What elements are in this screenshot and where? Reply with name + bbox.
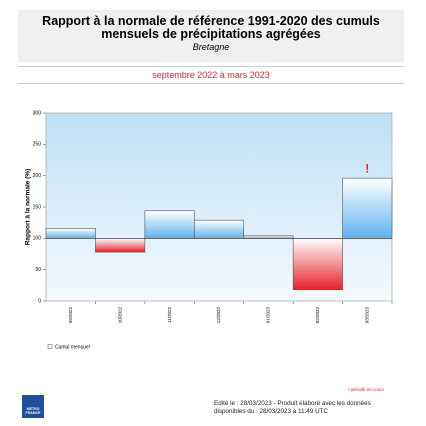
annotation: ! <box>365 161 369 175</box>
x-tick-label: 02/2023 <box>315 307 320 324</box>
y-tick-label: 150 <box>33 204 42 210</box>
bar <box>95 238 146 253</box>
edition: Edité le : 28/03/2023 - Produit élaboré … <box>214 400 371 415</box>
title: Rapport à la normale de référence 1991-2… <box>42 14 380 41</box>
subtitle: Bretagne <box>192 42 230 52</box>
y-axis-label: Rapport à la normale (%) <box>25 169 32 246</box>
bar <box>45 228 96 239</box>
logo: METEO FRANCE <box>22 395 44 418</box>
bar <box>342 177 393 239</box>
x-tick-label: 03/2023 <box>364 307 369 324</box>
x-tick-label: 09/2022 <box>68 307 73 324</box>
period: septembre 2022 à mars 2023 <box>18 66 404 84</box>
x-tick-label: 01/2023 <box>266 307 271 324</box>
x-tick-label: 12/2022 <box>216 307 221 324</box>
bar <box>144 210 195 239</box>
bar <box>243 235 294 239</box>
y-tick-label: 0 <box>38 298 41 304</box>
y-tick-label: 200 <box>33 173 42 179</box>
y-tick-label: 250 <box>33 142 42 148</box>
bar <box>292 238 343 291</box>
note: ! période en cours <box>348 387 385 392</box>
y-tick-label: 300 <box>33 110 42 116</box>
y-tick-label: 50 <box>35 267 41 273</box>
header-box: Rapport à la normale de référence 1991-2… <box>18 10 404 62</box>
y-tick-label: 100 <box>33 236 42 242</box>
x-tick-label: 10/2022 <box>117 307 122 324</box>
legend-swatch <box>47 344 53 349</box>
x-tick-label: 11/2022 <box>167 307 172 323</box>
bar <box>193 219 245 239</box>
legend-label: Cumul mensuel <box>55 344 90 350</box>
